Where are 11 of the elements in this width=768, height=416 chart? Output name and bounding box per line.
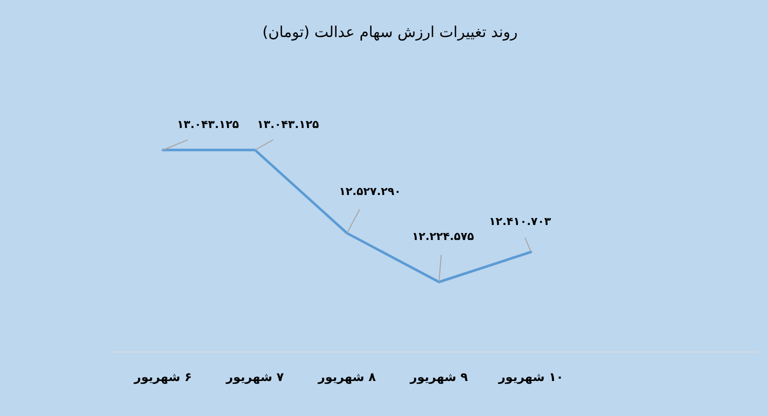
data-label: ۱۳.۰۴۳.۱۲۵: [176, 118, 240, 131]
data-label: ۱۲.۵۲۷.۲۹۰: [338, 185, 402, 198]
chart-title: روند تغییرات ارزش سهام عدالت (تومان): [262, 23, 518, 41]
x-tick-label: ۷ شهریور: [225, 370, 284, 384]
x-tick-label: ۸ شهریور: [317, 370, 376, 384]
x-tick-label: ۹ شهریور: [409, 370, 468, 384]
data-label: ۱۲.۴۱۰.۷۰۳: [488, 214, 552, 228]
x-tick-label: ۶ شهریور: [133, 370, 192, 384]
data-label: ۱۲.۲۲۴.۵۷۵: [412, 230, 474, 243]
data-label: ۱۳.۰۴۳.۱۲۵: [256, 118, 320, 131]
x-tick-label: ۱۰ شهریور: [498, 370, 564, 384]
